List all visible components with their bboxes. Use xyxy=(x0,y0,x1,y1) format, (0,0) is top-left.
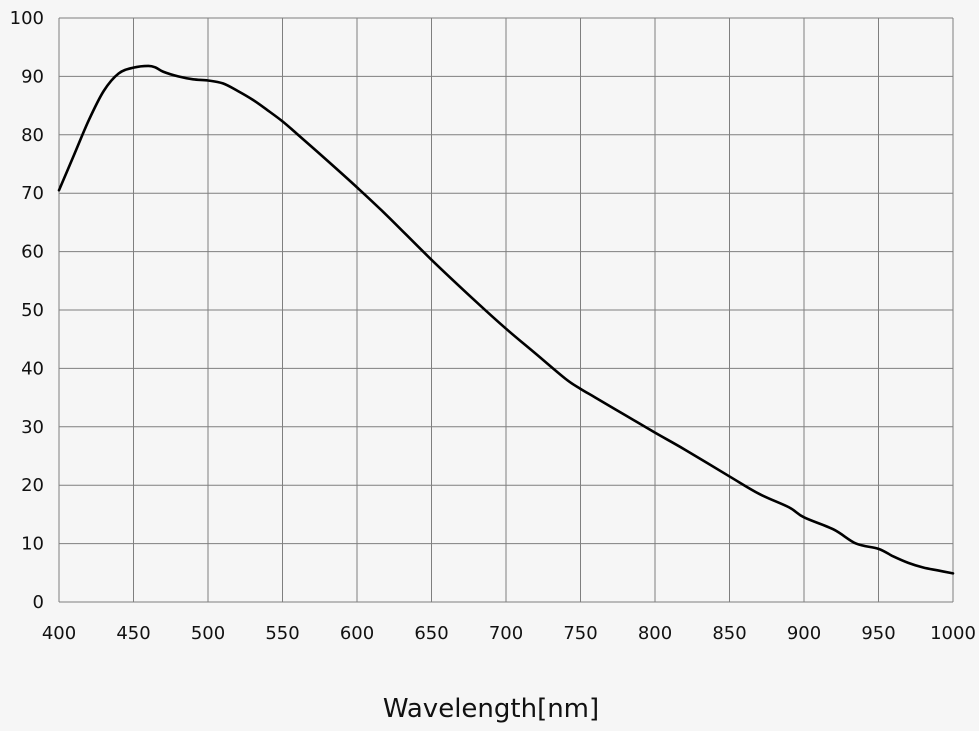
y-tick-label: 80 xyxy=(21,125,44,146)
y-tick-label: 50 xyxy=(21,300,44,321)
x-tick-label: 750 xyxy=(563,623,597,644)
x-tick-label: 400 xyxy=(42,623,76,644)
x-tick-label: 650 xyxy=(414,623,448,644)
data-series-line xyxy=(57,64,955,575)
x-axis-title: Wavelength[nm] xyxy=(383,694,599,724)
y-tick-label: 20 xyxy=(21,475,44,496)
x-tick-label: 550 xyxy=(265,623,299,644)
x-tick-label: 700 xyxy=(489,623,523,644)
y-tick-label: 90 xyxy=(21,66,44,87)
y-tick-label: 70 xyxy=(21,183,44,204)
y-tick-label: 30 xyxy=(21,417,44,438)
x-tick-label: 900 xyxy=(787,623,821,644)
y-tick-label: 60 xyxy=(21,242,44,263)
y-tick-label: 100 xyxy=(10,8,44,29)
y-tick-label: 0 xyxy=(33,592,44,613)
x-tick-label: 450 xyxy=(116,623,150,644)
y-tick-label: 40 xyxy=(21,358,44,379)
x-tick-label: 500 xyxy=(191,623,225,644)
grid xyxy=(58,17,954,603)
y-axis-ticks: 0 10 20 30 40 50 60 70 80 90 100 xyxy=(10,8,44,613)
x-tick-label: 950 xyxy=(861,623,895,644)
x-tick-label: 800 xyxy=(638,623,672,644)
x-axis-ticks: 400 450 500 550 600 650 700 750 800 850 900 950 1000 xyxy=(42,623,976,644)
x-tick-label: 850 xyxy=(712,623,746,644)
y-tick-label: 10 xyxy=(21,534,44,555)
x-tick-label: 600 xyxy=(340,623,374,644)
x-tick-label: 1000 xyxy=(930,623,976,644)
